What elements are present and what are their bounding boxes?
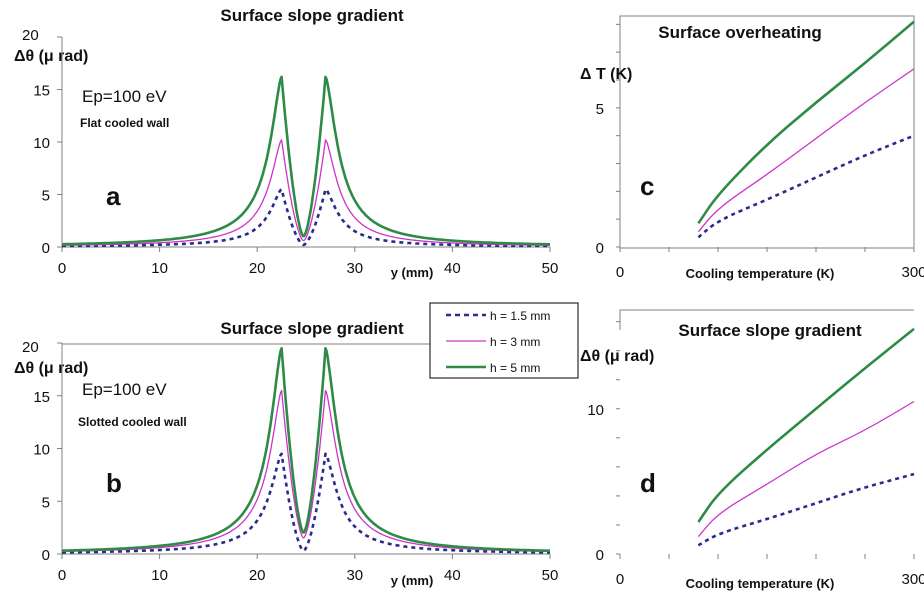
panel-b-annotation: Ep=100 eV [82,380,167,399]
panel-a-ylabel: Δθ (μ rad) [14,48,88,65]
panel-b-y-tick-label: 0 [42,547,50,564]
panel-b-x-tick-label: 50 [542,567,559,584]
panel-a-subannotation: Flat cooled wall [80,116,169,130]
panel-c-xlabel: Cooling temperature (K) [686,266,835,281]
panel-a-annotation: Ep=100 eV [82,87,167,106]
panel-b-y-tick-top: 20 [22,339,39,356]
panel-a-letter: a [106,181,121,211]
legend-label-h3: h = 3 mm [490,335,540,349]
panel-b-series-h3 [62,389,550,553]
panel-b-ylabel: Δθ (μ rad) [14,360,88,377]
panel-b-title: Surface slope gradient [220,319,404,338]
panel-b-y-tick-label: 15 [33,389,50,406]
panel-a-x-tick-label: 20 [249,260,266,277]
panel-a-y-tick-label: 15 [33,83,50,100]
panel-d-top-rule [619,309,914,330]
panel-a-xlabel: y (mm) [391,265,434,280]
panel-b-letter: b [106,468,122,498]
panel-b-x-tick-label: 10 [151,567,168,584]
panel-d-ylabel: Δθ (μ rad) [580,348,654,365]
panel-a-series-h3 [62,139,550,246]
panel-a-y-tick-label: 5 [42,188,50,205]
panel-d-y-tick-label: 10 [587,402,604,419]
panel-a-x-tick-label: 10 [151,260,168,277]
panel-c-x-tick-label: 300 [901,264,924,281]
panel-b-series-h5 [61,346,551,553]
panel-a-x-tick-label: 30 [346,260,363,277]
legend: h = 1.5 mm h = 3 mm h = 5 mm [429,302,579,379]
panel-c-series-h15 [697,134,915,239]
panel-b-xlabel: y (mm) [391,573,434,588]
panel-d-y-tick-label: 0 [596,547,604,564]
panel-a: Surface slope gradient 20 Δθ (μ rad) Ep=… [14,6,433,280]
legend-label-h15: h = 1.5 mm [490,309,550,323]
panel-b-y-tick-label: 10 [33,442,50,459]
panel-c-series-h5 [697,20,915,225]
panel-c-x-tick-label: 0 [616,264,624,281]
panel-a-series-h5 [61,75,551,246]
legend-label-h5: h = 5 mm [490,361,540,375]
panel-c-title: Surface overheating [658,23,821,42]
panel-b-series-h15 [61,452,551,554]
panel-b-x-tick-label: 20 [249,567,266,584]
panel-d-x-tick-label: 300 [901,571,924,588]
panel-c-letter: c [640,171,654,201]
panel-d-x-tick-label: 0 [616,571,624,588]
panel-d-xlabel: Cooling temperature (K) [686,576,835,591]
panel-d-series-h3 [697,400,915,538]
panel-c-y-tick-label: 5 [596,101,604,118]
panel-b-y-tick-label: 5 [42,494,50,511]
panel-b-x-tick-label: 40 [444,567,461,584]
panel-a-title: Surface slope gradient [220,6,404,25]
panel-d-letter: d [640,468,656,498]
panel-a-series-h15 [61,188,551,248]
panel-c-y-tick-label: 0 [596,240,604,257]
panel-d: Surface slope gradient Δθ (μ rad) d Cool… [580,309,914,591]
panel-c: Surface overheating Δ T (K) c Cooling te… [580,15,915,281]
panel-b-subannotation: Slotted cooled wall [78,415,187,429]
panel-a-y-tick-label: 10 [33,135,50,152]
panel-a-x-tick-label: 40 [444,260,461,277]
panel-a-x-tick-label: 50 [542,260,559,277]
panel-c-series-h3 [697,68,915,233]
panel-a-y-tick-top: 20 [22,27,39,44]
panel-d-title: Surface slope gradient [678,321,862,340]
panel-a-x-tick-label: 0 [58,260,66,277]
panel-d-series-h15 [697,472,915,547]
panel-b: Surface slope gradient 20 Δθ (μ rad) Ep=… [14,319,433,588]
panel-b-x-tick-label: 0 [58,567,66,584]
panel-b-x-tick-label: 30 [346,567,363,584]
panel-d-series-h5 [697,327,915,523]
panel-c-ylabel: Δ T (K) [580,66,632,83]
panel-c-frame [619,15,915,249]
panel-a-y-tick-label: 0 [42,240,50,257]
